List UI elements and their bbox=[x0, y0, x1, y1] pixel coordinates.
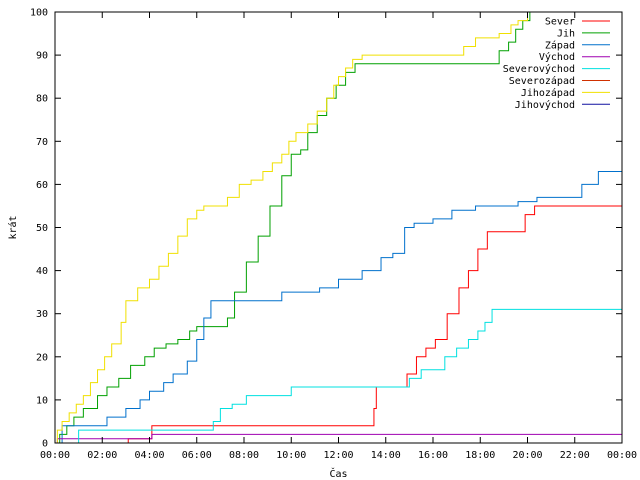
x-tick-label: 02:00 bbox=[87, 450, 117, 461]
x-tick-label: 22:00 bbox=[560, 450, 590, 461]
legend-label: Východ bbox=[539, 51, 575, 63]
series-line bbox=[55, 11, 533, 444]
y-tick-label: 20 bbox=[36, 352, 48, 363]
x-tick-label: 06:00 bbox=[182, 450, 212, 461]
x-tick-label: 18:00 bbox=[465, 450, 495, 461]
series-line bbox=[55, 205, 622, 444]
y-axis: 0 10 20 30 40 50 60 70 80 90 100 bbox=[30, 8, 622, 450]
x-axis: 00:00 02:00 04:00 06:00 08:00 10:00 12:00 14:00… bbox=[40, 12, 637, 461]
legend-label: Severozápad bbox=[509, 75, 575, 87]
y-tick-label: 50 bbox=[36, 223, 48, 234]
series-line bbox=[55, 308, 622, 444]
legend-label: Západ bbox=[545, 39, 575, 51]
x-axis-label: Čas bbox=[329, 467, 347, 480]
y-tick-label: 80 bbox=[36, 94, 48, 105]
legend-label: Sever bbox=[545, 17, 575, 28]
x-tick-label: 20:00 bbox=[512, 450, 542, 461]
x-tick-label: 10:00 bbox=[276, 450, 306, 461]
legend-label: Jihovýchod bbox=[515, 99, 575, 111]
y-tick-label: 60 bbox=[36, 180, 48, 191]
legend-label: Jihozápad bbox=[521, 87, 575, 99]
y-tick-label: 0 bbox=[42, 439, 48, 450]
x-tick-label: 12:00 bbox=[323, 450, 353, 461]
y-tick-label: 40 bbox=[36, 266, 48, 277]
legend-label: Jih bbox=[557, 28, 575, 39]
y-tick-label: 100 bbox=[30, 8, 48, 19]
series-line bbox=[55, 170, 622, 444]
x-tick-label: 14:00 bbox=[371, 450, 401, 461]
y-tick-label: 70 bbox=[36, 137, 48, 148]
x-tick-label: 00:00 bbox=[607, 450, 637, 461]
x-tick-label: 16:00 bbox=[418, 450, 448, 461]
x-tick-label: 00:00 bbox=[40, 450, 70, 461]
y-tick-label: 10 bbox=[36, 395, 48, 406]
y-axis-label: krát bbox=[7, 215, 19, 239]
x-tick-label: 08:00 bbox=[229, 450, 259, 461]
y-tick-label: 30 bbox=[36, 309, 48, 320]
y-tick-label: 90 bbox=[36, 51, 48, 62]
series-line bbox=[55, 11, 537, 444]
legend: SeverJihZápadVýchodSeverovýchodSeverozáp… bbox=[503, 17, 610, 111]
legend-label: Severovýchod bbox=[503, 63, 575, 75]
x-tick-label: 04:00 bbox=[134, 450, 164, 461]
